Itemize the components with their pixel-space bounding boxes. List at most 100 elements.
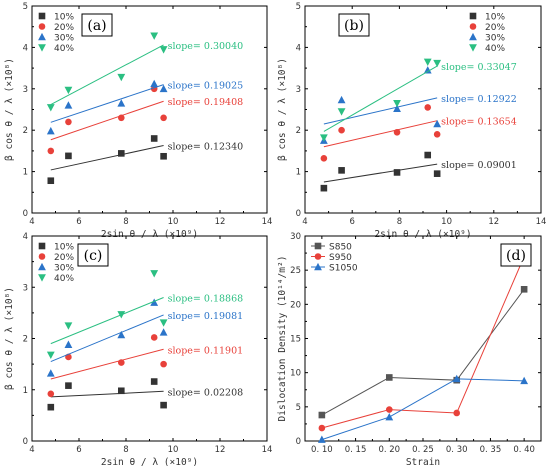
slope-annotation: slope= 0.09001 bbox=[441, 160, 517, 171]
data-point bbox=[520, 376, 529, 385]
x-tick-label: 0. 40 bbox=[513, 445, 535, 455]
panel-label-box bbox=[77, 243, 109, 267]
slope-annotation: slope= 0.12340 bbox=[168, 142, 244, 153]
x-tick-label: 12 bbox=[215, 217, 226, 227]
legend-marker bbox=[38, 44, 46, 52]
data-point bbox=[160, 152, 167, 160]
data-point bbox=[452, 374, 461, 383]
x-tick-label: 14 bbox=[262, 217, 273, 227]
data-point bbox=[46, 126, 55, 135]
data-point bbox=[117, 99, 126, 107]
fit-line-20pct bbox=[50, 100, 164, 141]
legend-label: 40% bbox=[54, 44, 74, 54]
fit-line-40pct bbox=[50, 297, 164, 345]
panel-label: (a) bbox=[87, 18, 106, 34]
fit-line-10pct bbox=[50, 390, 164, 398]
legend-label: 30% bbox=[54, 264, 74, 274]
x-tick-label: 0. 30 bbox=[446, 445, 468, 455]
y-tick-label: 1 bbox=[23, 386, 28, 396]
legend-marker bbox=[469, 32, 477, 41]
x-axis-label: 2sin θ / λ (×10⁹) bbox=[101, 229, 198, 240]
legend-marker bbox=[38, 253, 46, 260]
x-tick-label: 4 bbox=[29, 217, 34, 227]
fit-line-10pct bbox=[50, 145, 164, 171]
legend-label: S950 bbox=[329, 253, 352, 263]
y-tick-label: 10 bbox=[290, 369, 301, 379]
x-tick-label: 0. 25 bbox=[412, 445, 434, 455]
data-point bbox=[118, 387, 125, 395]
panel-label-box bbox=[338, 13, 370, 37]
data-point bbox=[150, 334, 158, 341]
data-point bbox=[393, 99, 401, 108]
y-tick-label: 4 bbox=[23, 43, 28, 53]
fit-line-30pct bbox=[50, 84, 164, 123]
data-point bbox=[423, 58, 432, 66]
legend-label: 10% bbox=[485, 13, 505, 23]
legend-label: 30% bbox=[485, 34, 505, 44]
y-axis-label: β cos θ / λ (×10⁸) bbox=[4, 287, 15, 390]
legend: 10%20%30%40% bbox=[469, 13, 505, 54]
data-point bbox=[47, 147, 55, 155]
y-tick-label: 20 bbox=[290, 300, 301, 310]
legend: 10%20%30%40% bbox=[38, 242, 74, 284]
data-point bbox=[393, 128, 401, 136]
data-point bbox=[433, 119, 442, 128]
fit-line-40pct bbox=[50, 44, 164, 105]
x-tick-label: 6 bbox=[76, 445, 81, 455]
y-tick-label: 5 bbox=[296, 2, 301, 12]
data-point bbox=[46, 104, 55, 112]
data-point bbox=[65, 382, 72, 389]
legend-label: S1050 bbox=[329, 264, 358, 274]
panel-label-box bbox=[81, 13, 113, 37]
fit-line-20pct bbox=[50, 348, 164, 380]
x-tick-label: 0. 35 bbox=[480, 445, 502, 455]
x-tick-label: 8 bbox=[123, 445, 128, 455]
x-tick-label: 0. 15 bbox=[345, 445, 367, 455]
series-line-S1050 bbox=[321, 378, 525, 441]
data-point bbox=[64, 101, 73, 109]
y-tick-label: 2 bbox=[23, 335, 28, 345]
data-point bbox=[385, 412, 394, 421]
data-point bbox=[47, 403, 55, 411]
panel-d: 0. 10 0. 15 0. 20 0. 25 0. 30 0. 35 0. 40 0 5 10 1… bbox=[277, 232, 542, 466]
data-point bbox=[320, 155, 328, 162]
data-point bbox=[117, 311, 126, 319]
data-point bbox=[424, 151, 432, 159]
panel-label-box bbox=[500, 243, 532, 267]
y-axis-label: Dislocation Density (10¹⁴/m²) bbox=[277, 256, 288, 422]
legend-marker bbox=[469, 44, 477, 52]
y-axis-label: β cos θ / λ (×10⁸) bbox=[277, 58, 288, 161]
y-axis-label: β cos θ / λ (×10⁸) bbox=[4, 58, 15, 161]
y-tick-label: 1 bbox=[23, 168, 28, 178]
data-point bbox=[118, 114, 125, 122]
y-tick-label: 0 bbox=[23, 437, 28, 447]
data-point bbox=[150, 378, 158, 385]
data-point bbox=[150, 135, 158, 142]
x-tick-label: 8 bbox=[397, 217, 402, 227]
data-point bbox=[64, 322, 73, 330]
x-tick-label: 14 bbox=[262, 445, 273, 455]
y-tick-label: 1 bbox=[296, 168, 301, 178]
data-point bbox=[424, 104, 432, 111]
legend-marker bbox=[38, 242, 46, 250]
x-tick-label: 6 bbox=[349, 217, 354, 227]
legend-marker bbox=[38, 274, 46, 282]
x-tick-label: 0. 20 bbox=[378, 445, 400, 455]
legend-label: 40% bbox=[54, 274, 74, 284]
legend-marker bbox=[38, 23, 46, 30]
series-line-S950 bbox=[321, 256, 525, 429]
x-axis-label: 2sin θ / λ (×10⁹) bbox=[101, 457, 198, 466]
data-point bbox=[393, 169, 401, 176]
slope-annotation: slope= 0.19081 bbox=[168, 311, 244, 322]
data-point bbox=[160, 114, 167, 122]
x-tick-label: 12 bbox=[215, 445, 226, 455]
data-point bbox=[393, 104, 401, 112]
data-point bbox=[159, 319, 168, 327]
data-point bbox=[65, 118, 72, 126]
data-point bbox=[433, 131, 441, 138]
data-point bbox=[423, 66, 432, 74]
y-tick-label: 3 bbox=[23, 283, 28, 293]
legend-label: S850 bbox=[329, 243, 352, 253]
fit-line-30pct bbox=[323, 97, 438, 125]
